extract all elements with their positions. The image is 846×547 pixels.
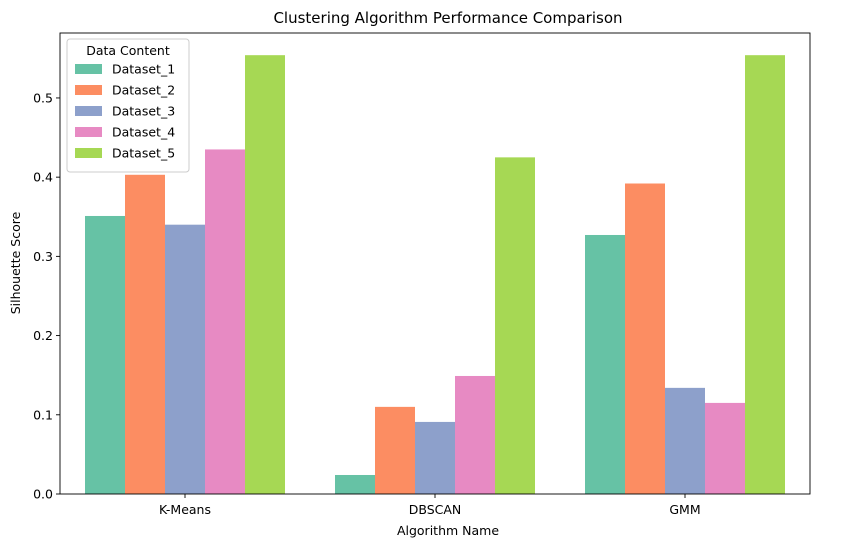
y-tick-label: 0.5 xyxy=(33,90,53,105)
bar-dataset-2-gmm xyxy=(625,183,665,494)
bar-dataset-3-dbscan xyxy=(415,421,455,494)
legend-label: Dataset_1 xyxy=(112,62,175,77)
bar-dataset-1-gmm xyxy=(585,234,625,494)
y-tick-label: 0.3 xyxy=(33,249,53,264)
legend-label: Dataset_3 xyxy=(112,104,175,119)
bars-group xyxy=(85,55,785,494)
x-axis-ticks: K-Means DBSCAN GMM xyxy=(159,494,701,517)
bar-dataset-5-dbscan xyxy=(495,157,535,494)
legend-label: Dataset_5 xyxy=(112,146,175,161)
legend-title: Data Content xyxy=(86,43,170,58)
y-tick-label: 0.4 xyxy=(33,170,53,185)
x-axis-label: Algorithm Name xyxy=(397,523,499,538)
legend-swatch xyxy=(75,85,102,95)
x-tick-label: DBSCAN xyxy=(409,502,462,517)
y-axis-ticks: 0.0 0.1 0.2 0.3 0.4 0.5 xyxy=(33,90,60,502)
bar-dataset-5-gmm xyxy=(745,55,785,494)
legend-label: Dataset_2 xyxy=(112,83,175,98)
bar-dataset-3-k-means xyxy=(165,224,205,494)
y-tick-label: 0.0 xyxy=(33,487,53,502)
y-tick-label: 0.2 xyxy=(33,328,53,343)
legend-swatch xyxy=(75,106,102,116)
legend: Data Content Dataset_1 Dataset_2 Dataset_3… xyxy=(66,38,190,173)
y-axis-label: Silhouette Score xyxy=(8,211,23,314)
legend-swatch xyxy=(75,64,102,74)
bar-dataset-3-gmm xyxy=(665,387,705,494)
legend-swatch xyxy=(75,127,102,137)
bar-dataset-2-k-means xyxy=(125,174,165,494)
bar-dataset-2-dbscan xyxy=(375,406,415,494)
legend-label: Dataset_4 xyxy=(112,125,175,140)
bar-dataset-4-dbscan xyxy=(455,375,495,494)
chart-title: Clustering Algorithm Performance Compari… xyxy=(273,9,622,27)
bar-dataset-5-k-means xyxy=(245,55,285,494)
legend-swatch xyxy=(75,148,102,158)
bar-dataset-4-gmm xyxy=(705,402,745,494)
y-tick-label: 0.1 xyxy=(33,407,53,422)
bar-dataset-1-dbscan xyxy=(335,474,375,494)
x-tick-label: GMM xyxy=(669,502,700,517)
bar-dataset-1-k-means xyxy=(85,215,125,494)
x-tick-label: K-Means xyxy=(159,502,211,517)
bar-dataset-4-k-means xyxy=(205,149,245,494)
